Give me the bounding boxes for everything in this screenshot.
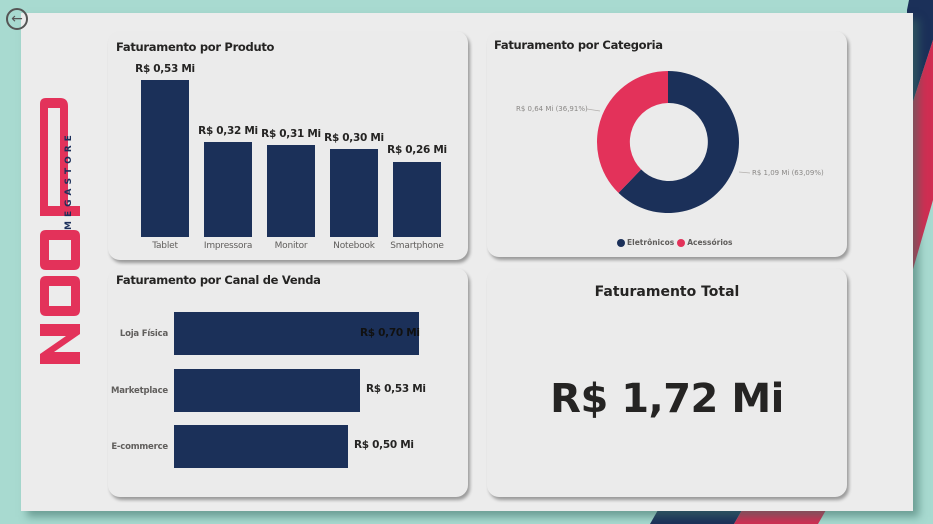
slice-acessorios[interactable]: [596, 71, 668, 193]
bar-value-label: R$ 0,53 Mi: [366, 383, 426, 395]
slice-label-acessorios: R$ 0,64 Mi (36,91%): [516, 105, 588, 113]
bar-category-label: Monitor: [274, 241, 308, 251]
bar-value-label: R$ 0,70 Mi: [360, 327, 420, 339]
decorative-stripe-top: [907, 0, 933, 290]
bar-tablet[interactable]: [141, 80, 189, 237]
bar-value-label: R$ 0,50 Mi: [354, 439, 414, 451]
back-button[interactable]: ←: [6, 8, 28, 30]
bar-category-label: Tablet: [152, 241, 178, 251]
bar-monitor[interactable]: [267, 145, 315, 237]
kpi-value: R$ 1,72 Mi: [550, 376, 784, 422]
bar-notebook[interactable]: [330, 149, 378, 237]
bar-category-label: E-commerce: [111, 442, 168, 452]
logo-subtitle: MEGASTORE: [64, 131, 74, 230]
bar-marketplace[interactable]: [174, 369, 360, 412]
decorative-stripe-bottom: [650, 510, 826, 524]
bar-value-label: R$ 0,53 Mi: [135, 63, 195, 75]
chart-faturamento-canal[interactable]: Faturamento por Canal de Venda Loja Físi…: [108, 268, 468, 497]
bar-category-label: Notebook: [333, 241, 375, 251]
bar-category-label: Smartphone: [390, 241, 444, 251]
chart-faturamento-categoria[interactable]: Faturamento por Categoria R$ 0,64 Mi (36…: [487, 31, 847, 257]
bar-value-label: R$ 0,30 Mi: [324, 132, 384, 144]
bar-category-label: Impressora: [203, 241, 253, 251]
bar-loja-fisica[interactable]: [174, 312, 419, 355]
legend-dot-icon: [617, 238, 625, 247]
kpi-title: Faturamento Total: [594, 284, 740, 300]
bar-smartphone[interactable]: [393, 162, 441, 237]
legend-label: Acessórios: [687, 238, 733, 247]
chart-title: Faturamento por Produto: [116, 40, 275, 54]
legend-item-eletronicos[interactable]: Eletrônicos: [617, 238, 674, 247]
zoop-logo: [40, 98, 80, 364]
bar-impressora[interactable]: [204, 142, 252, 237]
slice-eletronicos[interactable]: [618, 71, 739, 213]
arrow-left-circle-icon: ←: [11, 11, 23, 27]
kpi-faturamento-total[interactable]: Faturamento Total R$ 1,72 Mi: [487, 268, 847, 497]
chart-title: Faturamento por Canal de Venda: [116, 273, 321, 287]
bar-category-label: Marketplace: [111, 386, 168, 396]
legend-item-acessorios[interactable]: Acessórios: [677, 238, 733, 247]
bar-value-label: R$ 0,32 Mi: [198, 125, 258, 137]
chart-title: Faturamento por Categoria: [494, 38, 663, 52]
chart-faturamento-produto[interactable]: Faturamento por Produto R$ 0,53 Mi Table…: [108, 31, 468, 260]
legend-dot-icon: [677, 238, 686, 247]
bar-value-label: R$ 0,31 Mi: [261, 128, 321, 140]
bar-category-label: Loja Física: [119, 329, 168, 339]
bar-value-label: R$ 0,26 Mi: [387, 144, 447, 156]
legend-label: Eletrônicos: [627, 238, 675, 247]
bar-e-commerce[interactable]: [174, 425, 348, 468]
donut-chart: [586, 71, 751, 213]
slice-label-eletronicos: R$ 1,09 Mi (63,09%): [752, 169, 824, 177]
chart-legend: Eletrônicos Acessórios: [617, 238, 733, 247]
